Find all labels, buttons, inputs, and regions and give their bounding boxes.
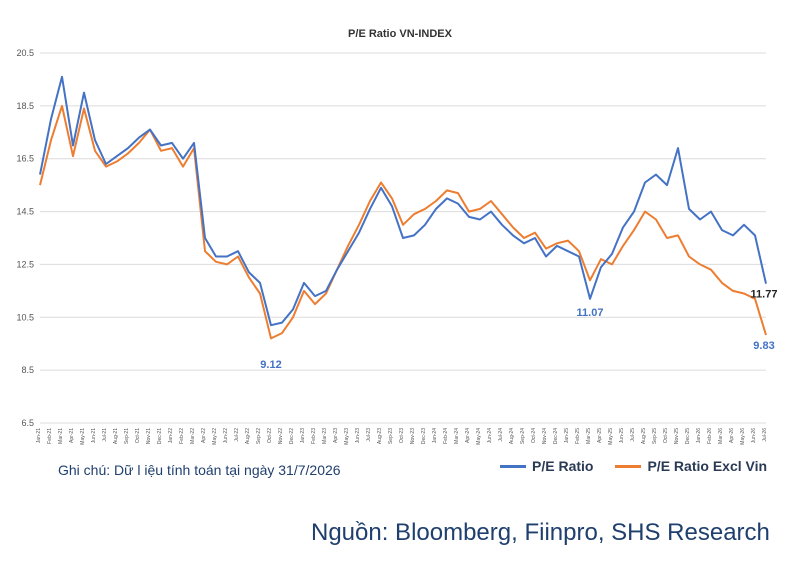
x-tick-label: Jan-24: [432, 428, 438, 444]
x-tick-label: Sep-23: [388, 428, 394, 444]
x-tick-label: May-26: [740, 428, 746, 445]
x-tick-label: Jul-23: [366, 428, 372, 442]
data-label: 9.83: [753, 340, 774, 352]
series-line-pe-ratio: [39, 75, 767, 327]
x-tick-label: Nov-22: [278, 428, 284, 444]
gridlines: [40, 52, 766, 424]
x-tick-label: Sep-22: [256, 428, 262, 444]
x-tick-label: Mar-25: [586, 428, 592, 444]
x-tick-label: Mar-23: [322, 428, 328, 444]
legend-label: P/E Ratio Excl Vin: [647, 458, 768, 474]
x-tick-label: Nov-24: [542, 428, 548, 444]
x-tick-label: Apr-26: [729, 428, 735, 443]
x-tick-label: May-23: [344, 428, 350, 445]
x-tick-label: Apr-21: [69, 428, 75, 443]
x-tick-label: Jul-24: [498, 428, 504, 442]
y-tick-label: 10.5: [16, 312, 34, 322]
data-label: 11.77: [751, 289, 778, 301]
x-tick-label: Feb-22: [179, 428, 185, 444]
x-tick-label: Oct-23: [399, 428, 405, 443]
x-tick-label: Dec-23: [421, 428, 427, 444]
x-tick-label: Oct-21: [135, 428, 141, 443]
x-tick-label: Jan-22: [168, 428, 174, 444]
x-tick-label: Jun-23: [355, 428, 361, 444]
x-tick-label: Apr-25: [597, 428, 603, 443]
footnote: Ghi chú: Dữ l iệu tính toán tại ngày 31/…: [58, 462, 341, 478]
y-tick-label: 16.5: [16, 154, 34, 164]
annotations: 9.12 11.07 11.77 9.83: [260, 289, 777, 371]
x-tick-label: Sep-21: [124, 428, 130, 444]
legend: P/E Ratio P/E Ratio Excl Vin: [500, 458, 789, 474]
x-tick-label: Feb-26: [707, 428, 713, 444]
x-tick-label: Feb-23: [311, 428, 317, 444]
x-tick-label: Oct-25: [663, 428, 669, 443]
x-axis-ticks: Jan-21 Feb-21 Mar-21 Apr-21 May-21 Jun-21 Jul-…: [36, 428, 768, 445]
x-tick-label: Oct-24: [531, 428, 537, 443]
x-tick-label: Mar-24: [454, 428, 460, 444]
x-tick-label: Jul-26: [762, 428, 768, 442]
source-caption: Nguồn: Bloomberg, Fiinpro, SHS Research: [311, 519, 770, 546]
y-tick-label: 8.5: [21, 365, 34, 375]
legend-item-pe-excl-vin: P/E Ratio Excl Vin: [615, 458, 767, 474]
legend-label: P/E Ratio: [532, 458, 594, 474]
x-tick-label: May-22: [212, 428, 218, 445]
x-tick-label: Jan-26: [696, 428, 702, 444]
x-tick-label: Jan-25: [564, 428, 570, 444]
x-tick-label: Dec-24: [553, 428, 559, 444]
series-line-pe-excl-vin: [39, 104, 767, 340]
x-tick-label: Dec-22: [289, 428, 295, 444]
x-tick-label: Nov-25: [674, 428, 680, 444]
x-tick-label: Nov-23: [410, 428, 416, 444]
x-tick-label: Nov-21: [146, 428, 152, 444]
x-tick-label: Apr-24: [465, 428, 471, 443]
x-tick-label: Jun-25: [619, 428, 625, 444]
x-tick-label: Dec-25: [685, 428, 691, 444]
data-label: 9.12: [260, 359, 281, 371]
y-tick-label: 20.5: [16, 48, 34, 58]
x-tick-label: Sep-24: [520, 428, 526, 444]
y-tick-label: 12.5: [16, 259, 34, 269]
x-tick-label: Dec-21: [157, 428, 163, 444]
x-tick-label: Jun-21: [91, 428, 97, 444]
x-tick-label: Jul-21: [102, 428, 108, 442]
x-tick-label: May-24: [476, 428, 482, 445]
x-tick-label: Jun-24: [487, 428, 493, 444]
legend-swatch-orange: [615, 464, 642, 468]
x-tick-label: Apr-22: [201, 428, 207, 443]
x-tick-label: Oct-22: [267, 428, 273, 443]
x-tick-label: Jan-21: [36, 428, 42, 444]
x-tick-label: Mar-26: [718, 428, 724, 444]
x-tick-label: Aug-22: [245, 428, 251, 444]
x-tick-label: Mar-21: [58, 428, 64, 444]
x-tick-label: Jul-25: [630, 428, 636, 442]
x-tick-label: Aug-21: [113, 428, 119, 444]
y-axis-ticks: 20.5 18.5 16.5 14.5 12.5 10.5 8.5 6.5: [16, 48, 34, 428]
x-tick-label: Jan-23: [300, 428, 306, 444]
x-tick-label: Feb-21: [47, 428, 53, 444]
data-label: 11.07: [577, 307, 604, 319]
x-tick-label: Feb-24: [443, 428, 449, 444]
x-tick-label: Jul-22: [234, 428, 240, 442]
chart-title: P/E Ratio VN-INDEX: [348, 28, 453, 40]
x-tick-label: Aug-25: [641, 428, 647, 444]
x-tick-label: Jun-26: [751, 428, 757, 444]
series-lines: [39, 75, 767, 340]
x-tick-label: Feb-25: [575, 428, 581, 444]
x-tick-label: Aug-23: [377, 428, 383, 444]
legend-item-pe-ratio: P/E Ratio: [500, 458, 593, 474]
y-tick-label: 14.5: [16, 207, 34, 217]
x-tick-label: Mar-22: [190, 428, 196, 444]
x-tick-label: Sep-25: [652, 428, 658, 444]
x-tick-label: Aug-24: [509, 428, 515, 444]
y-tick-label: 6.5: [21, 418, 34, 428]
y-tick-label: 18.5: [16, 101, 34, 111]
x-tick-label: Apr-23: [333, 428, 339, 443]
x-tick-label: Jun-22: [223, 428, 229, 444]
legend-swatch-blue: [500, 464, 526, 468]
chart: P/E Ratio VN-INDEX 20.5 18.5 16.5 14.5 12.5 1…: [16, 28, 777, 445]
x-tick-label: May-21: [80, 428, 86, 445]
x-tick-label: May-25: [608, 428, 614, 445]
